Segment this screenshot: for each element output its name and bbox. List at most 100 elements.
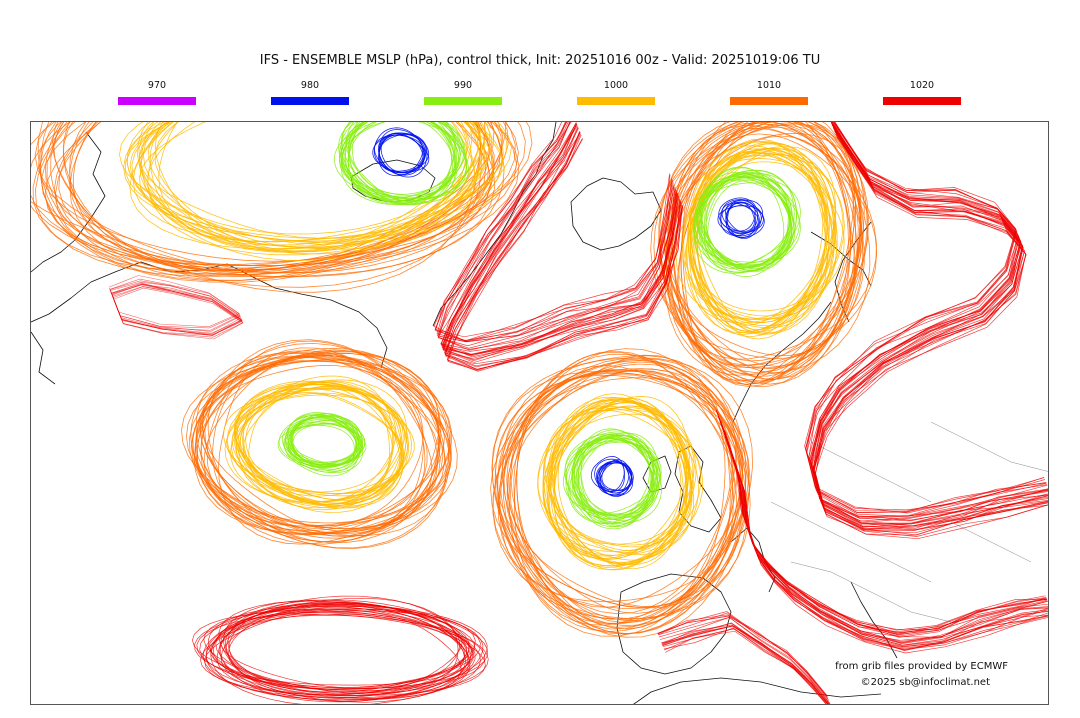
isobar-1010 (200, 360, 424, 527)
isobar-1010 (650, 122, 862, 385)
legend-swatch (730, 97, 808, 105)
isobar-1020 (200, 613, 486, 696)
legend-label: 1010 (756, 80, 782, 91)
isobar-1020 (812, 128, 1048, 527)
isobar-1020 (657, 611, 829, 699)
isobar-1020 (663, 627, 827, 704)
legend-label: 970 (147, 80, 167, 91)
isobar-980 (597, 460, 631, 496)
isobar-1000 (233, 380, 412, 509)
legend-item-1010: 1010 (730, 80, 808, 105)
isobar-990 (565, 428, 655, 516)
legend-swatch (118, 97, 196, 105)
isobar-1020 (440, 126, 681, 355)
isobar-990 (704, 175, 792, 266)
isobar-980 (726, 199, 764, 235)
isobar-1000 (131, 122, 483, 255)
isobar-1000 (546, 396, 688, 559)
isobar-1020 (657, 615, 828, 697)
isobar-1020 (109, 280, 241, 332)
isobar-1010 (69, 122, 495, 276)
isobar-1000 (239, 383, 393, 493)
isobar-1010 (206, 340, 449, 527)
country-borders (770, 421, 1048, 623)
isobar-1000 (147, 122, 476, 250)
isobar-990 (698, 172, 792, 273)
isobar-1020 (724, 431, 1048, 649)
isobar-1020 (720, 420, 1048, 642)
isobar-1020 (110, 283, 243, 334)
isobar-1010 (31, 122, 505, 278)
isobar-1000 (148, 122, 469, 247)
isobar-1010 (510, 368, 744, 630)
isobar-990 (333, 122, 453, 205)
isobar-1000 (537, 402, 693, 548)
isobar-1010 (200, 354, 426, 543)
isobar-1020 (658, 617, 831, 704)
isobar-1020 (808, 122, 1047, 518)
isobar-1000 (686, 151, 833, 334)
isobar-1000 (242, 387, 415, 497)
legend-swatch (577, 97, 655, 105)
legend-label: 990 (453, 80, 473, 91)
isobar-1010 (508, 353, 750, 632)
isobar-1010 (680, 123, 862, 362)
isobar-1010 (46, 122, 482, 293)
isobar-contours (31, 122, 1048, 704)
isobar-980 (725, 201, 760, 237)
isobar-990 (578, 434, 657, 518)
legend-label: 1020 (909, 80, 935, 91)
isobar-1010 (658, 122, 854, 384)
isobar-1000 (119, 122, 486, 235)
isobar-1010 (678, 122, 858, 369)
isobar-1020 (445, 138, 683, 370)
isobar-1000 (154, 122, 479, 253)
isobar-990 (347, 122, 455, 199)
isobar-1020 (441, 123, 677, 352)
isobar-1010 (659, 122, 856, 387)
isobar-1020 (810, 122, 1048, 524)
coastline-labrador (31, 261, 388, 369)
isobar-1020 (724, 431, 1048, 650)
isobar-990 (277, 424, 355, 471)
isobar-1010 (516, 365, 742, 608)
isobar-1010 (31, 122, 482, 288)
legend-label: 980 (300, 80, 320, 91)
isobar-980 (718, 197, 758, 234)
isobar-990 (283, 422, 361, 477)
isobar-1020 (810, 122, 1048, 526)
isobar-980 (599, 462, 632, 494)
isobar-1020 (205, 603, 471, 699)
isobar-1010 (506, 361, 733, 622)
isobar-1020 (809, 122, 1048, 519)
isobar-1010 (195, 355, 445, 530)
isobar-1020 (657, 615, 828, 698)
isobar-1010 (53, 122, 487, 266)
isobar-1020 (724, 432, 1048, 650)
isobar-1000 (245, 380, 408, 495)
isobar-1000 (139, 122, 481, 239)
isobar-1020 (814, 133, 1048, 540)
isobar-990 (283, 423, 360, 473)
isobar-1000 (124, 122, 467, 243)
legend-item-1020: 1020 (883, 80, 961, 105)
isobar-1020 (716, 410, 1048, 630)
isobar-1020 (438, 122, 675, 347)
isobar-990 (705, 178, 791, 278)
isobar-1010 (682, 127, 865, 386)
isobar-1020 (810, 124, 1048, 527)
isobar-1010 (50, 122, 490, 281)
legend-swatch (271, 97, 349, 105)
isobar-1000 (235, 386, 403, 505)
isobar-1010 (53, 122, 504, 274)
isobar-1000 (675, 148, 828, 329)
border-line (790, 561, 952, 623)
copyright-text: ©2025 sb@infoclimat.net (860, 677, 990, 688)
isobar-1020 (815, 136, 1048, 537)
isobar-1010 (659, 124, 861, 387)
isobar-990 (345, 122, 461, 200)
isobar-980 (380, 132, 427, 173)
coastline-hudson (31, 331, 56, 385)
isobar-990 (698, 173, 798, 272)
isobar-990 (580, 439, 661, 523)
